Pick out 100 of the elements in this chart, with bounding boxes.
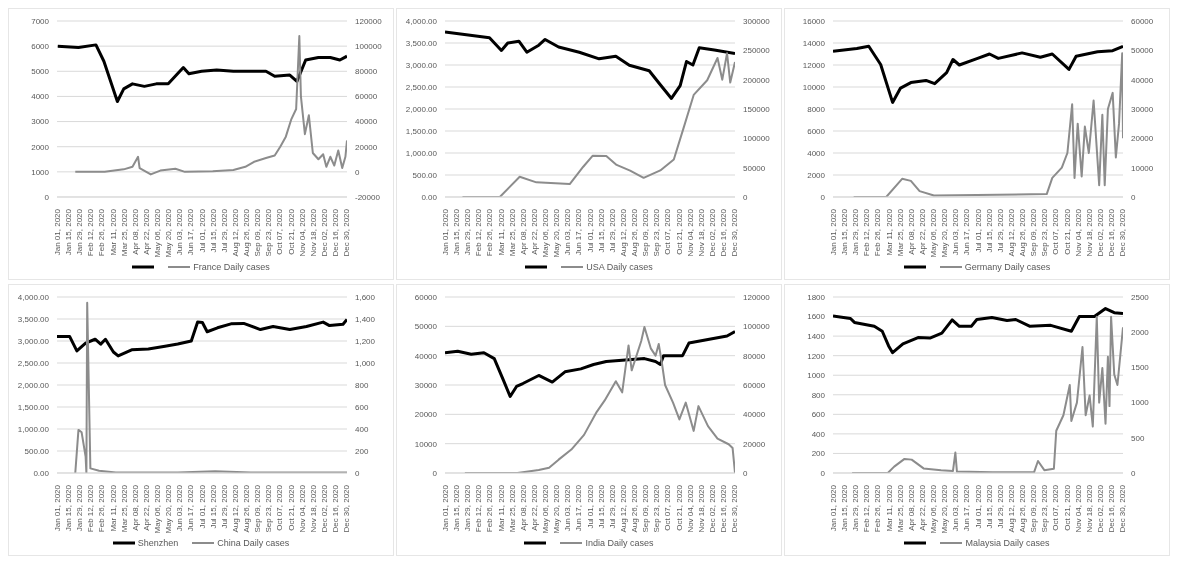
x-tick-label: Mar 11, 2020	[884, 208, 894, 256]
line-series	[833, 44, 1123, 104]
x-tick-label: Nov 04, 2020	[1073, 208, 1083, 257]
x-tick-label: Mar 25, 2020	[119, 484, 129, 533]
y-tick-label: 0.00	[33, 468, 50, 478]
x-tick-label: Oct 07, 2020	[275, 484, 285, 531]
x-tick-label: Jan 29, 2020	[463, 208, 473, 256]
x-tick-label: Apr 08, 2020	[130, 484, 140, 531]
x-tick-label: Feb 26, 2020	[873, 208, 883, 257]
y-tick-label: 60000	[414, 292, 438, 302]
x-tick-label: Mar 11, 2020	[108, 484, 118, 532]
x-tick-label: Apr 22, 2020	[529, 208, 539, 255]
y-tick-label: 1600	[807, 312, 826, 322]
x-tick-label: May 06, 2020	[929, 208, 939, 258]
x-tick-label: Jun 03, 2020	[563, 484, 573, 532]
y2-tick-label: 800	[355, 380, 369, 390]
x-tick-label: Aug 26, 2020	[242, 208, 252, 257]
x-tick-label: May 20, 2020	[940, 208, 950, 258]
y-tick-label: 10000	[802, 82, 826, 92]
x-tick-label: Jun 03, 2020	[951, 484, 961, 532]
y2-tick-label: 50000	[1131, 46, 1154, 56]
legend-label: India Daily cases	[585, 538, 654, 548]
y-tick-label: 4,000.00	[405, 16, 438, 26]
x-tick-label: Sep 23, 2020	[652, 208, 662, 257]
y-tick-label: 4000	[31, 92, 50, 102]
y-tick-label: 1800	[807, 292, 826, 302]
x-tick-label: Aug 26, 2020	[630, 208, 640, 257]
x-tick-label: Mar 11, 2020	[884, 484, 894, 532]
x-tick-label: Jan 01, 2020	[441, 484, 450, 532]
x-tick-label: May 06, 2020	[541, 484, 551, 534]
y-tick-label: 4000	[807, 148, 826, 158]
x-tick-label: Apr 08, 2020	[130, 208, 140, 255]
y-tick-label: 2000	[31, 142, 50, 152]
x-tick-label: Sep 09, 2020	[641, 484, 651, 533]
x-tick-label: Dec 02, 2020	[319, 484, 329, 533]
y-tick-label: 8000	[807, 104, 826, 114]
x-tick-label: Jun 17, 2020	[962, 208, 972, 256]
x-tick-label: Jun 03, 2020	[175, 484, 185, 532]
y-tick-label: 400	[811, 429, 826, 439]
y-tick-label: 3,500.00	[17, 314, 50, 324]
x-tick-label: Jul 29, 2020	[219, 208, 229, 253]
x-tick-label: Feb 26, 2020	[97, 208, 107, 257]
y2-tick-label: 0	[1131, 468, 1136, 478]
x-tick-label: Oct 21, 2020	[674, 484, 684, 531]
y2-tick-label: 300000	[743, 16, 771, 26]
y2-tick-label: 20000	[355, 142, 378, 152]
y2-tick-label: 250000	[743, 46, 771, 56]
y2-tick-label: 1500	[1131, 363, 1150, 373]
x-tick-label: Aug 12, 2020	[1006, 484, 1016, 533]
x-tick-label: Jan 15, 2020	[64, 208, 74, 256]
y-tick-label: 50000	[414, 322, 438, 332]
y-tick-label: 800	[811, 390, 826, 400]
x-tick-label: Aug 26, 2020	[1018, 484, 1028, 533]
y2-tick-label: 0	[1131, 192, 1136, 202]
x-tick-label: Jul 15, 2020	[984, 208, 994, 253]
y2-tick-label: 600	[355, 402, 369, 412]
x-tick-label: Jun 17, 2020	[574, 208, 584, 256]
x-tick-label: Jan 29, 2020	[851, 208, 861, 256]
x-tick-label: Jul 01, 2020	[585, 208, 595, 253]
y2-tick-label: 2500	[1131, 292, 1150, 302]
x-tick-label: Dec 02, 2020	[319, 208, 329, 257]
line-series	[445, 330, 735, 398]
x-tick-label: Jan 01, 2020	[829, 484, 838, 532]
x-tick-label: Feb 12, 2020	[474, 484, 484, 533]
x-tick-label: Nov 04, 2020	[685, 208, 695, 257]
y2-tick-label: 40000	[743, 410, 766, 420]
x-tick-label: Sep 23, 2020	[652, 484, 662, 533]
x-tick-label: Jan 01, 2020	[53, 484, 62, 532]
legend-label: Malaysia Daily cases	[965, 538, 1050, 548]
y2-tick-label: 0	[743, 192, 748, 202]
x-tick-label: Jan 29, 2020	[463, 484, 473, 532]
y-tick-label: 1200	[807, 351, 826, 361]
line-series	[833, 307, 1123, 355]
x-tick-label: Feb 26, 2020	[873, 484, 883, 533]
x-tick-label: Oct 07, 2020	[663, 208, 673, 255]
y-tick-label: 3000	[31, 117, 50, 127]
x-tick-label: Jan 29, 2020	[851, 484, 861, 532]
x-tick-label: Nov 18, 2020	[696, 484, 706, 533]
x-tick-label: Sep 23, 2020	[1040, 484, 1050, 533]
x-tick-label: Sep 23, 2020	[1040, 208, 1050, 257]
y2-tick-label: 150000	[743, 104, 771, 114]
x-tick-label: Mar 25, 2020	[507, 484, 517, 533]
x-tick-label: Jul 29, 2020	[607, 208, 617, 253]
line-series	[57, 317, 347, 358]
legend-label: France Daily cases	[193, 262, 270, 272]
x-tick-label: Jul 29, 2020	[607, 484, 617, 529]
y-tick-label: 0	[820, 468, 826, 478]
y2-tick-label: 120000	[355, 16, 383, 26]
y-tick-label: 40000	[414, 351, 438, 361]
x-tick-label: Apr 08, 2020	[906, 484, 916, 531]
x-tick-label: Oct 07, 2020	[1051, 208, 1061, 255]
x-tick-label: May 20, 2020	[552, 484, 562, 534]
x-tick-label: Jul 29, 2020	[995, 208, 1005, 253]
y2-tick-label: 60000	[743, 380, 766, 390]
x-tick-label: Sep 09, 2020	[1029, 484, 1039, 533]
y-tick-label: 6000	[31, 41, 50, 51]
x-tick-label: Nov 04, 2020	[1073, 484, 1083, 533]
y2-tick-label: 120000	[743, 292, 771, 302]
x-tick-label: Jun 03, 2020	[951, 208, 961, 256]
y-tick-label: 0	[820, 192, 826, 202]
